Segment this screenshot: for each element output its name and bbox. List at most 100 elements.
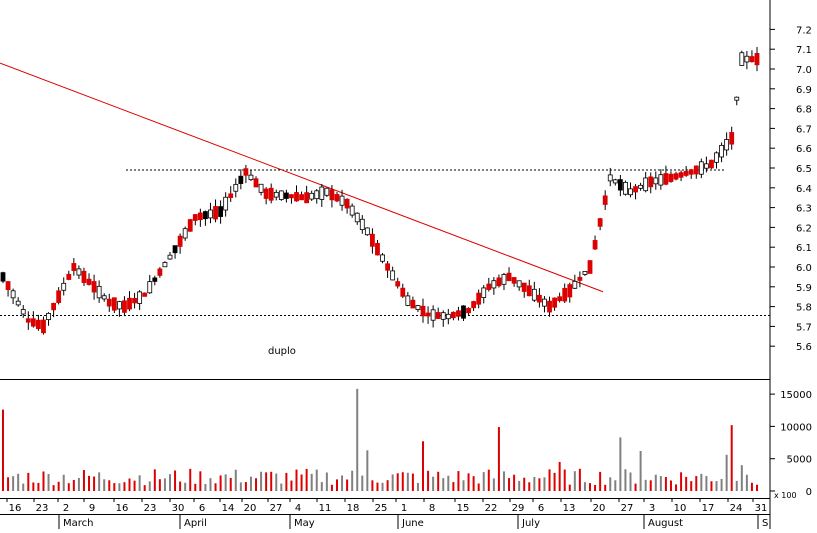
- candle-body: [658, 174, 664, 186]
- candle-body: [516, 280, 522, 288]
- candle-body: [466, 307, 471, 314]
- candle-body: [693, 165, 699, 175]
- candle-body: [86, 278, 92, 285]
- candle-body: [587, 260, 593, 274]
- candle-body: [5, 281, 11, 291]
- volume-tick-label: 15000: [780, 390, 812, 401]
- month-label: July: [521, 518, 540, 529]
- day-label: 22: [485, 503, 498, 514]
- candle-body: [258, 183, 264, 193]
- candle-body: [375, 243, 380, 256]
- candle-body: [562, 287, 568, 302]
- candle-body: [617, 179, 623, 191]
- month-label: S: [762, 518, 768, 529]
- candle-body: [177, 235, 183, 247]
- price-tick-label: 7.0: [796, 65, 812, 76]
- day-label: 20: [244, 503, 257, 514]
- candle-body: [461, 305, 466, 319]
- candle-body: [15, 300, 21, 306]
- candle-body: [542, 298, 547, 307]
- price-tick-label: 6.0: [796, 263, 812, 274]
- month-label: May: [294, 518, 315, 529]
- candle-body: [547, 300, 552, 313]
- candle-body: [197, 212, 203, 221]
- day-label: 27: [270, 503, 283, 514]
- month-label: March: [63, 518, 93, 529]
- candle-body: [71, 263, 77, 271]
- candle-body: [729, 132, 735, 145]
- candle-body: [390, 270, 396, 281]
- day-label: 9: [89, 503, 95, 514]
- candle-body: [192, 214, 198, 221]
- candle-body: [96, 285, 102, 299]
- price-tick-label: 6.2: [796, 223, 812, 234]
- candle-body: [420, 305, 426, 317]
- day-label: 2: [63, 503, 69, 514]
- candle-body: [405, 295, 411, 306]
- price-tick-label: 5.6: [796, 342, 812, 353]
- day-label: 8: [429, 503, 435, 514]
- price-tick-label: 6.8: [796, 105, 812, 116]
- candle-body: [471, 301, 477, 309]
- candle-body: [537, 294, 542, 303]
- candle-body: [111, 297, 117, 311]
- day-label: 25: [375, 503, 388, 514]
- candle-body: [122, 300, 127, 313]
- candle-body: [30, 318, 36, 327]
- candle-body: [714, 152, 719, 163]
- price-tick-label: 5.8: [796, 303, 812, 314]
- price-tick-label: 7.1: [796, 45, 812, 56]
- candle-body: [577, 276, 583, 281]
- candle-body: [445, 313, 451, 320]
- price-tick-label: 5.9: [796, 283, 812, 294]
- candle-body: [678, 172, 684, 178]
- candle-body: [20, 309, 26, 315]
- candle-body: [572, 280, 578, 289]
- candle-body: [602, 195, 608, 205]
- candle-body: [450, 311, 456, 319]
- candle-body: [127, 297, 132, 310]
- candle-body: [223, 196, 229, 211]
- day-label: 4: [295, 503, 301, 514]
- candle-body: [481, 287, 487, 298]
- candle-body: [344, 198, 350, 209]
- candle-body: [157, 268, 163, 276]
- candle-body: [456, 310, 461, 317]
- candle-body: [597, 218, 603, 227]
- candle-body: [172, 245, 178, 254]
- candle-body: [81, 270, 87, 283]
- candle-body: [359, 218, 365, 230]
- candle-body: [653, 177, 659, 185]
- volume-tick-label: 10000: [780, 422, 812, 433]
- candle-body: [506, 272, 512, 282]
- candle-body: [486, 283, 492, 290]
- candle-body: [719, 144, 724, 158]
- candle-body: [101, 295, 107, 300]
- candle-body: [354, 212, 360, 223]
- candle-body: [132, 298, 137, 304]
- candle-body: [385, 263, 390, 271]
- day-label: 16: [9, 503, 22, 514]
- price-tick-label: 6.6: [796, 144, 812, 155]
- candle-body: [440, 312, 446, 320]
- candle-body: [116, 301, 122, 310]
- day-label: 11: [319, 503, 332, 514]
- price-tick-label: 6.1: [796, 243, 812, 254]
- candle-body: [370, 233, 375, 247]
- price-tick-label: 6.3: [796, 204, 812, 215]
- day-label: 10: [674, 503, 687, 514]
- price-tick-label: 6.5: [796, 164, 812, 175]
- volume-tick-label: 0: [806, 487, 812, 498]
- day-label: 15: [457, 503, 470, 514]
- day-label: 16: [116, 503, 129, 514]
- day-label: 1: [401, 503, 407, 514]
- candle-body: [638, 184, 644, 189]
- candle-body: [552, 297, 557, 308]
- candle-body: [496, 277, 502, 287]
- month-label: June: [401, 518, 424, 529]
- day-label: 6: [199, 503, 205, 514]
- candle-body: [278, 190, 284, 200]
- candle-body: [273, 191, 279, 198]
- candle-body: [56, 290, 62, 303]
